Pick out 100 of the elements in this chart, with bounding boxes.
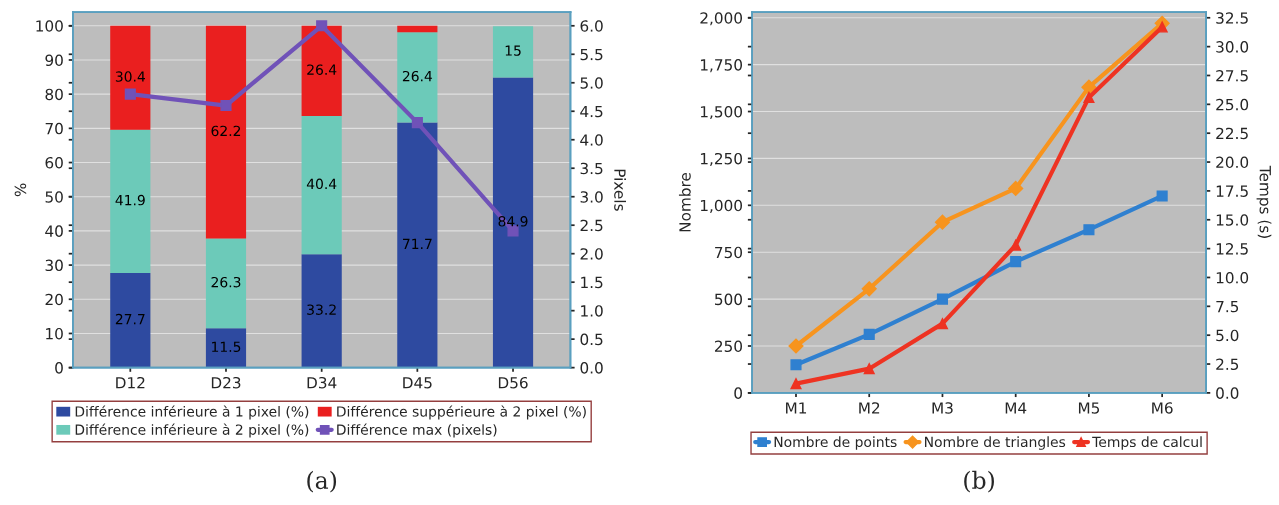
legend-label: Nombre de points	[774, 436, 897, 450]
y-tick-label: 70	[45, 122, 63, 135]
y-tick-label: 500	[715, 293, 743, 306]
point	[1010, 256, 1022, 268]
y-axis-title: Nombre	[678, 172, 691, 232]
bar	[397, 25, 438, 33]
data-label: 26.4	[307, 64, 337, 75]
x-tick-label: D45	[403, 377, 432, 389]
y-tick-label: 90	[45, 54, 63, 66]
y-tick-label: 30	[45, 259, 63, 272]
y2-tick-label: 27.5	[1216, 69, 1248, 82]
point	[1083, 224, 1095, 236]
y2-tick-label: 10.0	[1216, 271, 1249, 284]
y2-tick-label: 0.5	[580, 333, 603, 346]
y2-tick-label: 17.5	[1216, 185, 1248, 197]
y-tick-label: 100	[36, 20, 63, 32]
y-tick-label: 80	[45, 88, 63, 101]
point	[788, 338, 804, 354]
point	[1083, 91, 1095, 103]
bar	[110, 25, 151, 130]
y2-tick-label: 12.5	[1216, 243, 1248, 255]
y2-tick-label: 4.0	[580, 134, 603, 146]
y2-tick-label: 3.5	[580, 162, 603, 175]
x-tick-label: D34	[307, 376, 337, 389]
bar	[205, 238, 247, 329]
y2-tick-label: 32.5	[1216, 12, 1248, 24]
y2-tick-label: 7.5	[1216, 300, 1239, 313]
y-tick-label: 40	[45, 225, 63, 237]
x-tick-label: M2	[859, 402, 880, 414]
y2-tick-label: 30.0	[1216, 41, 1249, 53]
data-label: 26.4	[402, 70, 433, 82]
point	[1156, 190, 1168, 202]
point	[124, 88, 136, 100]
y2-tick-label: 25.0	[1216, 98, 1249, 111]
x-tick-label: M1	[786, 402, 807, 414]
bar	[301, 25, 342, 117]
bar	[301, 116, 342, 255]
y2-tick-label: 22.5	[1216, 127, 1248, 140]
point	[1008, 180, 1024, 197]
point	[316, 20, 328, 32]
text: (b)	[964, 470, 994, 493]
point	[1010, 239, 1022, 251]
y2-tick-label: 5.0	[1216, 329, 1239, 342]
point	[220, 100, 232, 112]
legend-label: Différence max (pixels)	[337, 423, 497, 438]
y-tick-label: 250	[714, 340, 743, 353]
y2-tick-label: 2.5	[580, 219, 603, 232]
y2-tick-label: 2.5	[1216, 358, 1239, 371]
point	[863, 328, 875, 340]
y-tick-label: 1,250	[700, 152, 743, 167]
point	[790, 378, 802, 390]
y2-tick-label: 5.0	[580, 77, 603, 89]
y-tick-label: 0	[55, 362, 63, 374]
data-label: 27.7	[115, 313, 145, 325]
y-tick-label: 1,500	[700, 106, 743, 120]
y-tick-label: 60	[45, 157, 63, 169]
data-label: 30.4	[115, 71, 145, 82]
text: (a)	[307, 470, 337, 493]
point	[936, 293, 949, 305]
point	[411, 117, 423, 129]
bar	[301, 254, 342, 368]
x-tick-label: M3	[932, 402, 953, 414]
bar	[492, 26, 534, 78]
y-tick-label: 2,000	[700, 12, 743, 26]
y-tick-label: 50	[45, 191, 63, 203]
data-label: 62.2	[211, 125, 241, 137]
data-label: 41.9	[115, 194, 145, 206]
y2-axis-title: Temps (s)	[1256, 165, 1272, 238]
y2-tick-label: 6.0	[580, 20, 603, 32]
point	[936, 318, 949, 330]
y-tick-label: 750	[715, 246, 743, 259]
bar	[397, 32, 438, 123]
data-label: 40.4	[306, 178, 337, 190]
legend-label: Temps de calcul	[1092, 436, 1202, 450]
y-axis-title: %	[14, 183, 27, 197]
y2-tick-label: 2.0	[580, 248, 603, 260]
legend-label: Nombre de triangles	[925, 436, 1066, 450]
point	[934, 214, 951, 230]
y2-tick-label: 3.0	[580, 191, 603, 203]
point	[861, 281, 877, 297]
bar	[397, 122, 438, 368]
point	[863, 363, 875, 375]
bar	[110, 129, 151, 273]
y-tick-label: 1,000	[700, 199, 743, 213]
x-tick-label: D23	[211, 376, 241, 389]
y2-axis-title: Pixels	[614, 169, 626, 211]
y-tick-label: 10	[46, 327, 63, 340]
x-tick-label: M5	[1078, 402, 1100, 414]
bar	[110, 272, 151, 368]
y2-tick-label: 0.0	[1216, 387, 1239, 399]
point	[790, 359, 802, 371]
legend-label: Différence inférieure à 1 pixel (%)	[75, 405, 309, 420]
data-label: 11.5	[212, 341, 241, 353]
legend-label: Différence inférieure à 2 pixel (%)	[75, 423, 309, 438]
y-tick-label: 20	[45, 293, 63, 306]
y2-tick-label: 5.5	[580, 48, 603, 61]
y-tick-label: 0	[734, 387, 743, 399]
data-label: 15	[505, 45, 521, 56]
data-label: 71.7	[403, 238, 432, 249]
y2-tick-label: 0.0	[580, 362, 603, 374]
